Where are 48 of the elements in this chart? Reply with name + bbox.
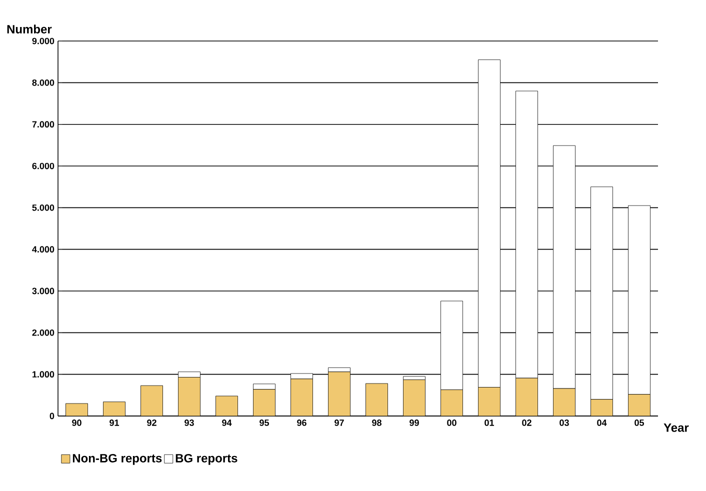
y-tick-label: 6.000 (32, 162, 54, 170)
x-tick-label: 97 (334, 420, 344, 426)
x-tick-label: 95 (260, 420, 270, 426)
bar (516, 378, 538, 416)
y-axis-title: Number (7, 24, 52, 34)
bar (140, 386, 163, 416)
y-tick-label: 0 (50, 412, 54, 420)
y-tick-label: 9.000 (32, 38, 54, 44)
legend-label: BG reports (176, 454, 238, 465)
bar (628, 394, 650, 416)
y-tick-label: 4.000 (32, 246, 54, 253)
x-tick-label: 05 (634, 420, 644, 426)
bar (366, 384, 388, 416)
legend-label: Non-BG reports (72, 454, 162, 465)
bar (66, 404, 88, 416)
y-tick-label: 7.000 (32, 121, 54, 128)
x-tick-label: 92 (147, 420, 156, 426)
x-axis-title: Year (664, 424, 689, 432)
bar (440, 390, 463, 416)
y-tick-label: 8.000 (32, 79, 54, 86)
y-tick-label: 1.000 (32, 371, 54, 378)
bar (103, 402, 126, 416)
x-tick-label: 91 (110, 420, 120, 426)
x-tick-label: 96 (297, 420, 306, 426)
bar (403, 376, 426, 380)
x-tick-label: 93 (184, 420, 194, 426)
x-tick-label: 01 (484, 420, 494, 426)
bar (178, 377, 200, 416)
bar (478, 387, 500, 416)
x-tick-label: 02 (522, 420, 532, 426)
bar (403, 380, 426, 416)
x-tick-label: 04 (597, 420, 607, 426)
y-tick-label: 3.000 (32, 288, 54, 294)
bar (290, 378, 313, 416)
x-tick-label: 94 (222, 420, 232, 426)
bar (590, 399, 613, 416)
y-tick-label: 5.000 (32, 204, 54, 211)
y-tick-label: 2.000 (32, 329, 54, 336)
x-tick-label: 00 (447, 420, 456, 426)
bar (328, 372, 350, 416)
x-tick-label: 03 (560, 420, 569, 426)
x-tick-label: 90 (72, 420, 82, 426)
x-tick-label: 99 (410, 420, 419, 426)
bar (553, 388, 576, 416)
x-tick-label: 98 (372, 420, 382, 426)
bar (253, 384, 276, 390)
bar (253, 389, 276, 416)
bar (216, 396, 238, 416)
